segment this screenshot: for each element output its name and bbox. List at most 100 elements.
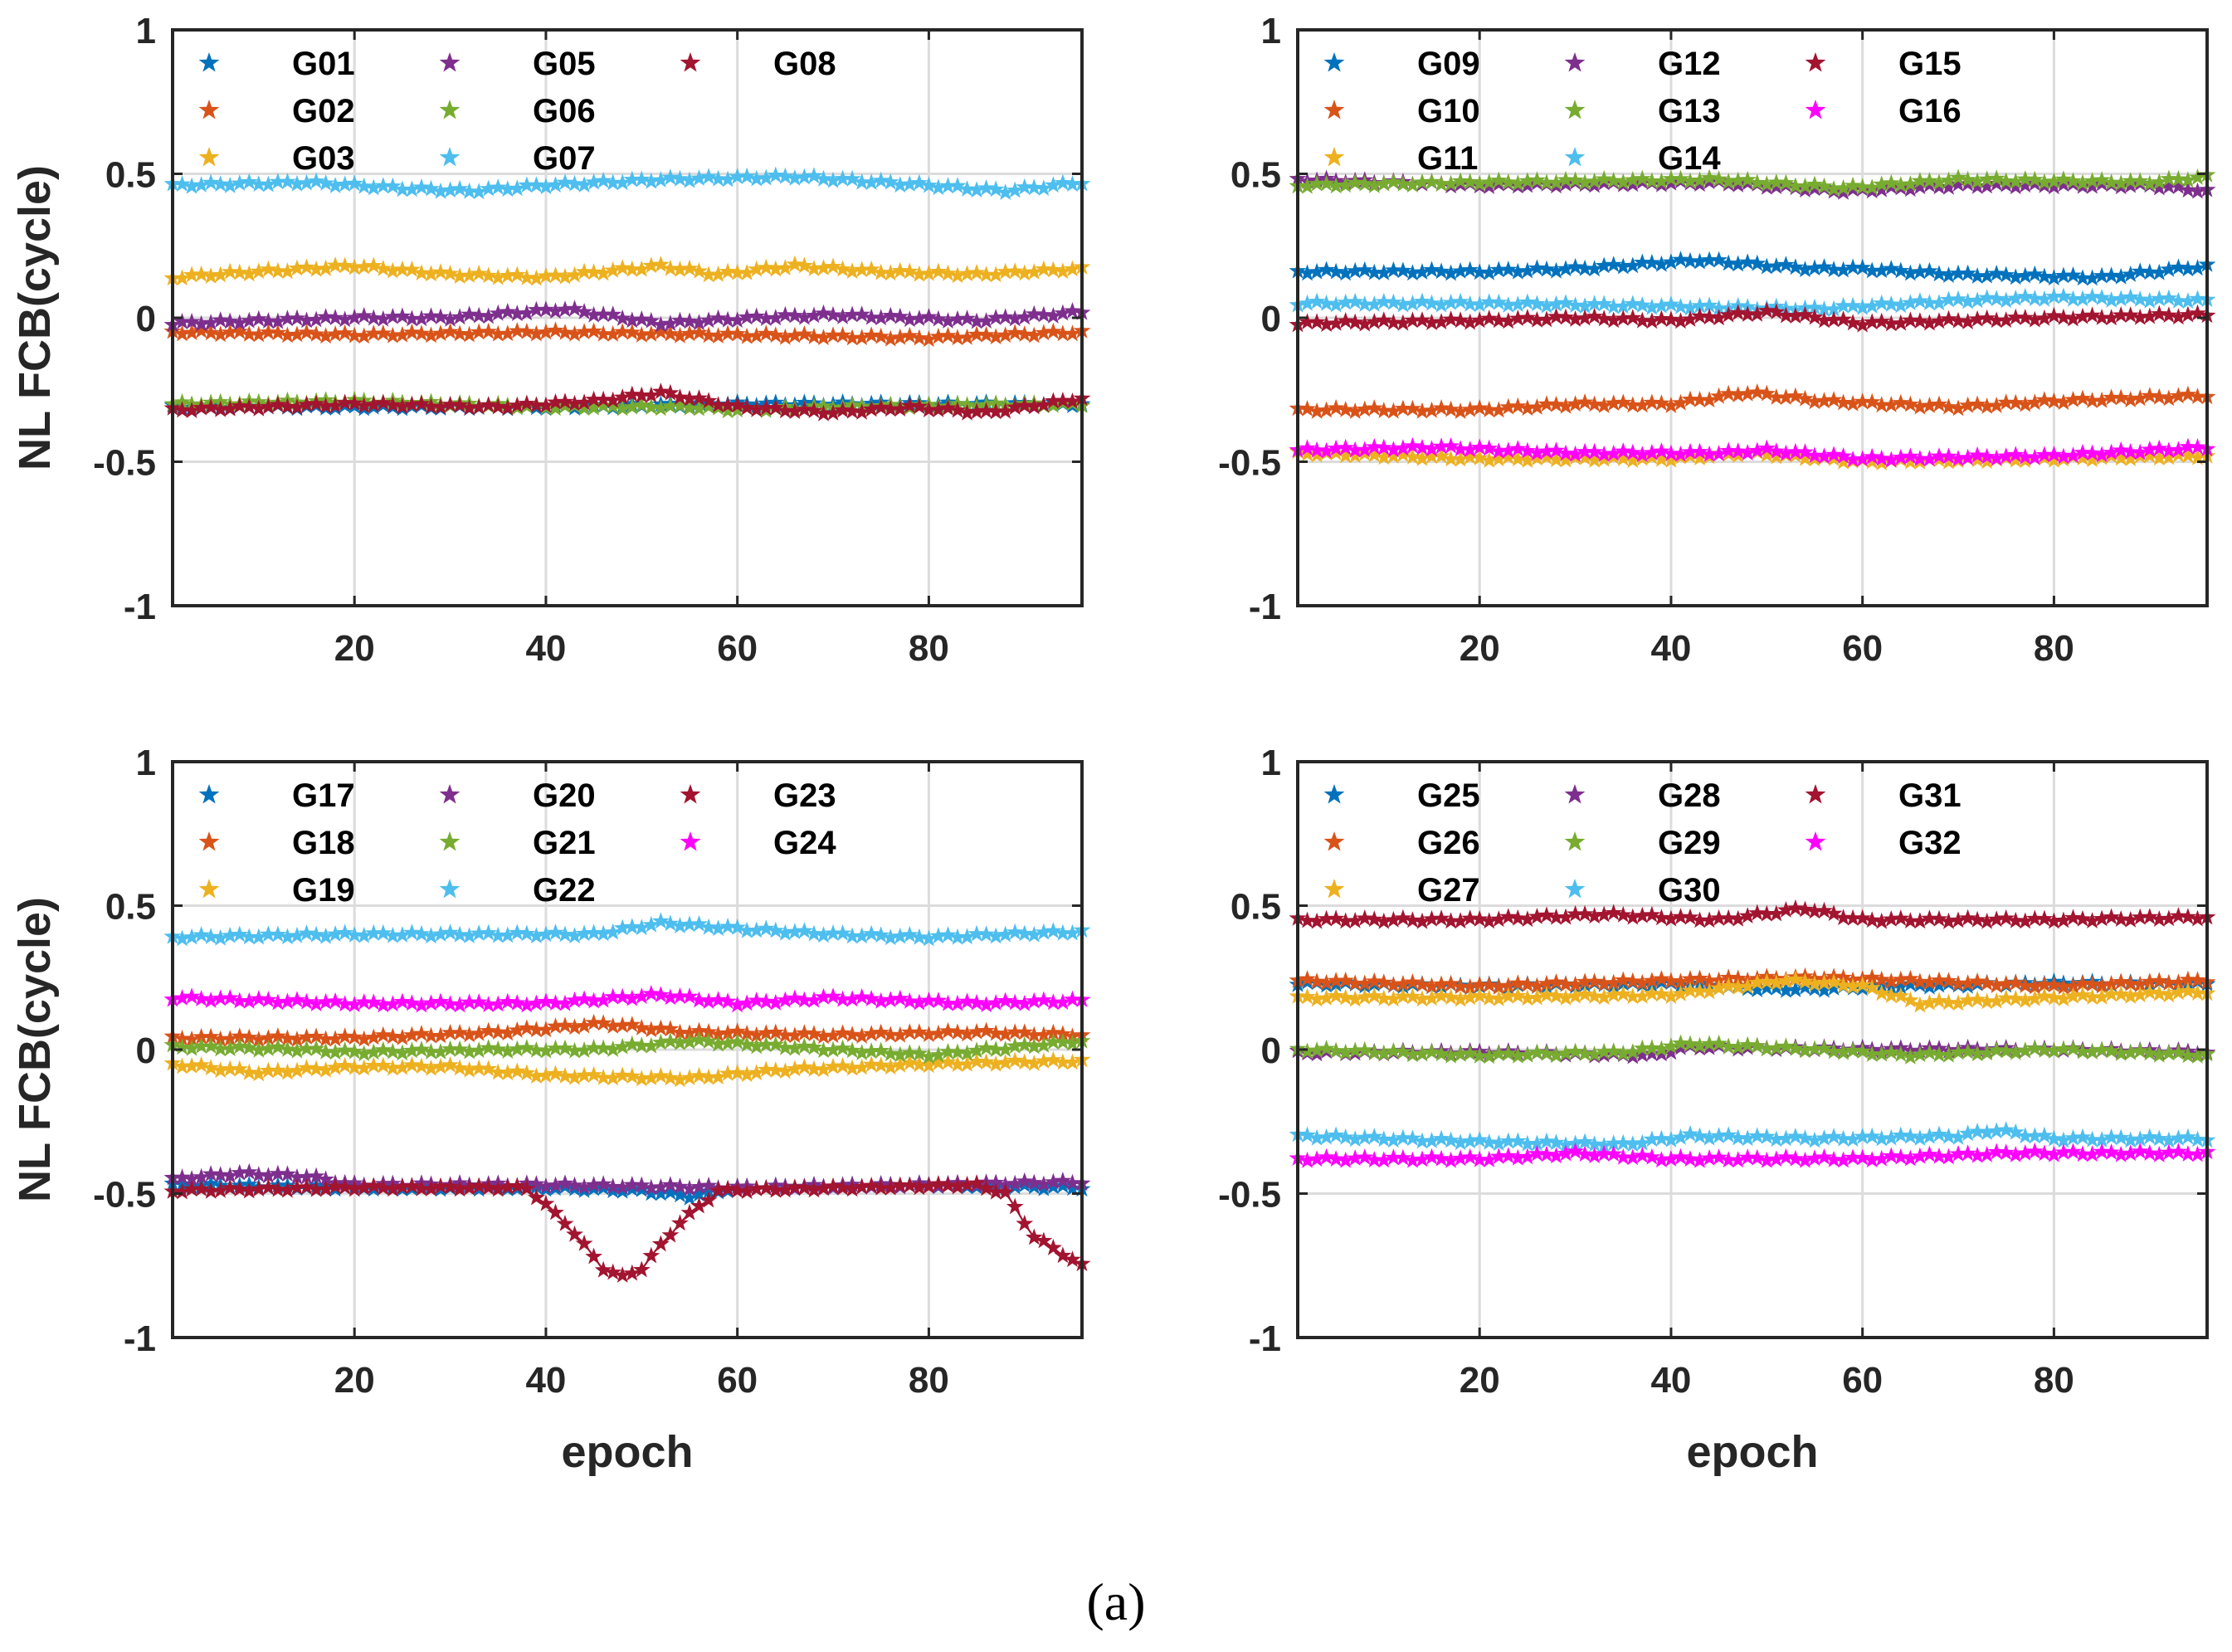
data-point-G03: [566, 266, 583, 283]
data-point-G14: [2064, 290, 2082, 307]
data-point-G24: [623, 989, 641, 1006]
data-point-G15: [2064, 309, 2082, 327]
data-point-G32: [1748, 1148, 1767, 1166]
data-point-G23: [661, 1226, 680, 1243]
data-point-G15: [1327, 314, 1345, 331]
data-point-G13: [1480, 173, 1499, 190]
data-point-G16: [1394, 439, 1412, 456]
data-point-G15: [1547, 307, 1565, 324]
data-point-G10: [1576, 393, 1594, 410]
data-point-G24: [575, 990, 593, 1007]
data-point-G05: [288, 309, 306, 326]
data-point-G13: [1987, 169, 2005, 187]
data-point-G31: [1547, 908, 1565, 925]
data-point-G18: [834, 1024, 851, 1041]
data-point-G22: [374, 923, 392, 941]
data-point-G27: [1738, 977, 1757, 994]
data-point-G16: [2131, 443, 2149, 461]
data-point-G15: [1346, 313, 1364, 330]
data-point-G02: [872, 327, 890, 344]
data-point-G11: [1586, 451, 1604, 468]
data-point-G26: [1375, 973, 1393, 991]
data-point-G08: [738, 398, 756, 416]
data-point-G16: [1997, 447, 2015, 464]
data-point-G19: [250, 1065, 268, 1082]
data-point-G14: [2025, 290, 2044, 306]
data-point-G15: [1892, 314, 1910, 331]
data-point-G32: [2064, 1143, 2082, 1160]
data-point-G05: [958, 309, 976, 326]
data-point-G08: [499, 399, 517, 416]
data-point-G15: [1337, 312, 1355, 329]
data-point-G21: [566, 1041, 583, 1059]
data-point-G05: [881, 306, 899, 324]
data-point-G32: [1567, 1142, 1584, 1159]
data-point-G05: [997, 308, 1015, 325]
data-point-G31: [2064, 909, 2082, 926]
data-point-G27: [2093, 987, 2111, 1005]
data-point-G02: [958, 328, 976, 345]
data-point-G24: [374, 996, 392, 1013]
data-point-G27: [2112, 985, 2130, 1002]
data-point-G24: [977, 996, 996, 1013]
data-point-G32: [2016, 1144, 2035, 1161]
data-point-G29: [1997, 1041, 2015, 1059]
data-point-G24: [355, 993, 373, 1010]
data-point-G09: [2025, 265, 2044, 282]
data-point-G24: [192, 990, 211, 1006]
data-point-G06: [604, 397, 622, 414]
data-point-G08: [393, 397, 412, 415]
data-point-G14: [1959, 292, 1976, 309]
legend-label-G07: G07: [533, 140, 596, 177]
data-point-G31: [1691, 911, 1708, 928]
data-point-G23: [967, 1174, 986, 1191]
data-point-G23: [499, 1178, 517, 1195]
data-point-G23: [1006, 1197, 1024, 1215]
data-point-G29: [1346, 1041, 1364, 1059]
data-point-G18: [900, 1023, 919, 1040]
data-point-G24: [824, 987, 842, 1005]
data-point-G16: [1614, 442, 1632, 459]
data-point-G29: [1767, 1039, 1786, 1056]
data-point-G27: [1528, 988, 1546, 1006]
data-point-G31: [1767, 904, 1786, 922]
data-point-G09: [1987, 265, 2005, 281]
data-point-G10: [1863, 392, 1881, 410]
data-point-G14: [1365, 295, 1383, 312]
data-point-G26: [2160, 973, 2178, 991]
data-point-G15: [1662, 310, 1680, 328]
data-point-G13: [1757, 175, 1776, 192]
data-point-G29: [2044, 1041, 2063, 1059]
data-point-G07: [910, 173, 928, 191]
data-point-G16: [1586, 442, 1604, 460]
data-point-G29: [1356, 1040, 1374, 1058]
data-point-G09: [1624, 256, 1642, 274]
data-point-G07: [748, 169, 766, 187]
data-point-G13: [1854, 178, 1872, 195]
data-point-G11: [1652, 450, 1670, 467]
data-point-G18: [939, 1021, 957, 1039]
data-point-G20: [1016, 1172, 1034, 1189]
data-point-G05: [518, 304, 536, 321]
data-point-G09: [1547, 261, 1565, 279]
data-point-G21: [824, 1040, 842, 1058]
data-point-G26: [2131, 975, 2149, 992]
data-point-G31: [2025, 909, 2044, 927]
data-point-G11: [1442, 450, 1460, 467]
data-point-G15: [2054, 308, 2073, 325]
data-point-G21: [231, 1037, 249, 1055]
data-point-G16: [1757, 439, 1776, 456]
data-point-G32: [2044, 1145, 2063, 1162]
data-point-G30: [1451, 1133, 1469, 1151]
data-point-G11: [1528, 449, 1546, 466]
data-point-G19: [680, 1069, 699, 1085]
data-point-G29: [1470, 1046, 1489, 1064]
data-point-G09: [1873, 261, 1891, 279]
data-point-G03: [1064, 260, 1081, 277]
data-point-G03: [919, 264, 938, 281]
data-point-G29: [1451, 1045, 1469, 1062]
data-point-G03: [470, 264, 488, 281]
data-point-G24: [815, 987, 832, 1005]
data-point-G21: [796, 1037, 813, 1055]
data-point-G02: [948, 329, 967, 346]
